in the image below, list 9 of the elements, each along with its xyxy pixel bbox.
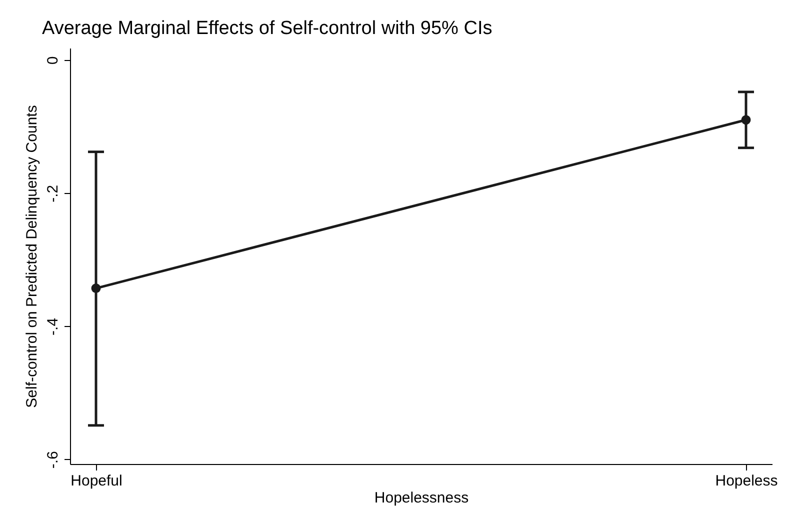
y-tick-label: -.4 [44, 318, 62, 336]
chart-title: Average Marginal Effects of Self-control with 95% CIs [42, 18, 492, 39]
x-axis-title: Hopelessness [374, 490, 469, 506]
y-tick-label: 0 [44, 56, 62, 65]
x-tick-label: Hopeful [70, 472, 122, 490]
y-tick-label: -.6 [44, 451, 62, 469]
y-axis-title: Self-control on Predicted Delinquency Counts [24, 105, 40, 408]
x-tick-label: Hopeless [715, 472, 778, 490]
y-tick-label: -.2 [44, 184, 62, 202]
